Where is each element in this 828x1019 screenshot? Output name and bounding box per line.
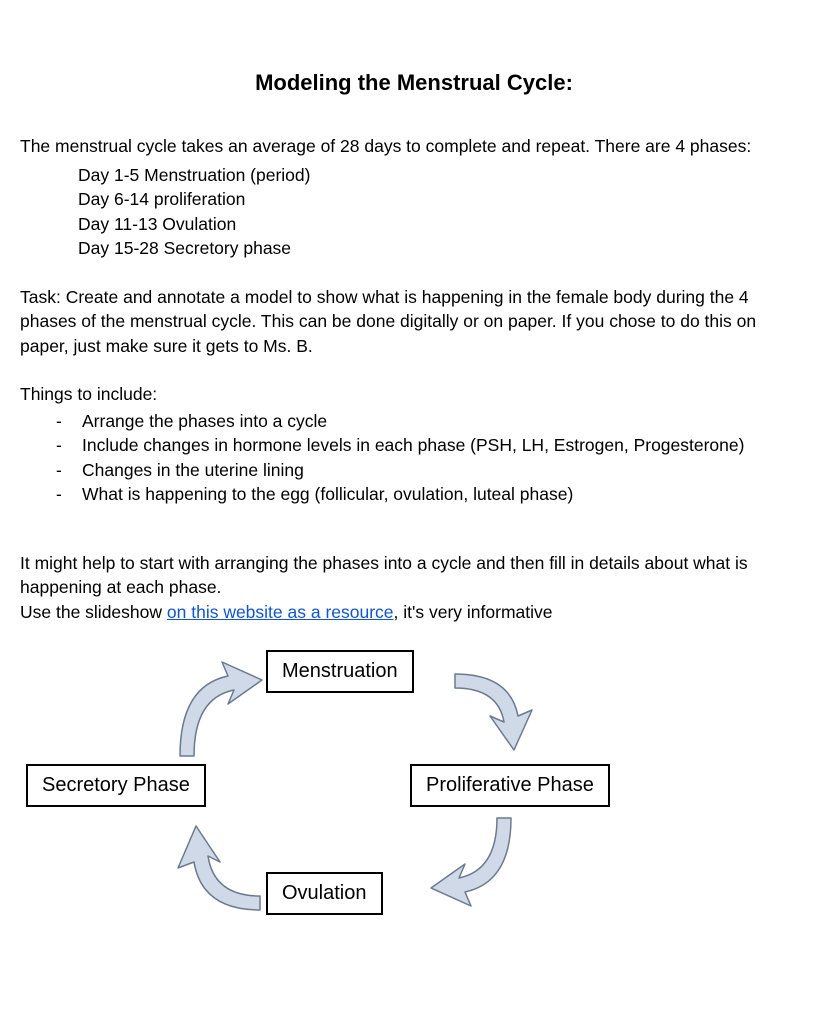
task-text: Task: Create and annotate a model to sho… — [20, 285, 808, 359]
list-item: -What is happening to the egg (follicula… — [56, 482, 808, 507]
hint-prefix: Use the slideshow — [20, 602, 167, 622]
node-menstruation: Menstruation — [266, 650, 414, 693]
arrow-left-to-top-icon — [160, 644, 270, 764]
bullet-dash: - — [56, 482, 64, 507]
list-item-text: Include changes in hormone levels in eac… — [82, 433, 744, 458]
list-item: -Arrange the phases into a cycle — [56, 409, 808, 434]
bullet-dash: - — [56, 409, 64, 434]
node-proliferative: Proliferative Phase — [410, 764, 610, 807]
bullet-dash: - — [56, 433, 64, 458]
arrow-right-to-bottom-icon — [425, 812, 535, 932]
node-ovulation: Ovulation — [266, 872, 383, 915]
node-secretory: Secretory Phase — [26, 764, 206, 807]
intro-text: The menstrual cycle takes an average of … — [20, 134, 808, 159]
cycle-diagram: Menstruation Proliferative Phase Ovulati… — [20, 634, 660, 974]
phase-item: Day 6-14 proliferation — [78, 187, 808, 212]
list-item: -Changes in the uterine lining — [56, 458, 808, 483]
hint-suffix: , it's very informative — [394, 602, 553, 622]
list-item-text: What is happening to the egg (follicular… — [82, 482, 573, 507]
phase-item: Day 11-13 Ovulation — [78, 212, 808, 237]
phase-list: Day 1-5 Menstruation (period) Day 6-14 p… — [20, 163, 808, 261]
arrow-bottom-to-left-icon — [160, 814, 270, 934]
bullet-dash: - — [56, 458, 64, 483]
things-header: Things to include: — [20, 382, 808, 407]
things-list: -Arrange the phases into a cycle -Includ… — [20, 409, 808, 507]
list-item-text: Changes in the uterine lining — [82, 458, 304, 483]
list-item: -Include changes in hormone levels in ea… — [56, 433, 808, 458]
phase-item: Day 1-5 Menstruation (period) — [78, 163, 808, 188]
page-title: Modeling the Menstrual Cycle: — [20, 70, 808, 96]
resource-link[interactable]: on this website as a resource — [167, 602, 394, 622]
list-item-text: Arrange the phases into a cycle — [82, 409, 327, 434]
arrow-top-to-right-icon — [450, 654, 560, 764]
hint-line-2: Use the slideshow on this website as a r… — [20, 600, 808, 625]
hint-line-1: It might help to start with arranging th… — [20, 551, 808, 600]
phase-item: Day 15-28 Secretory phase — [78, 236, 808, 261]
